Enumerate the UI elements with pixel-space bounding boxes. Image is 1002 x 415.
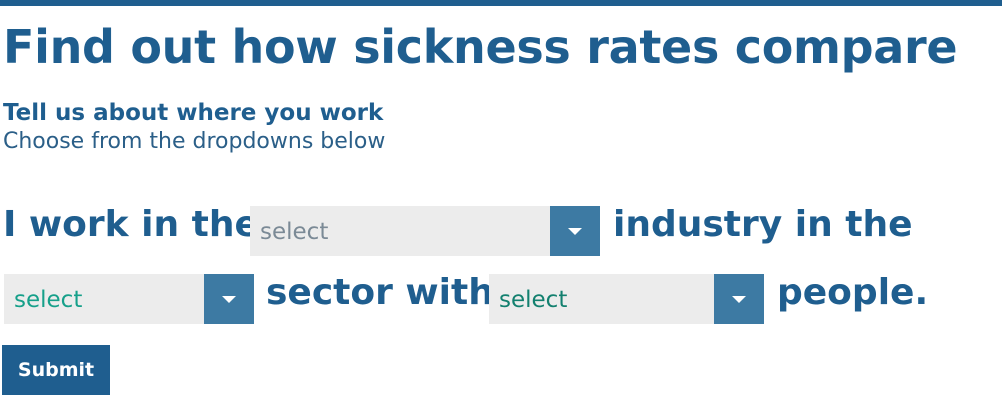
- sentence-text-people: people.: [777, 272, 929, 313]
- intro-subheading: Choose from the dropdowns below: [3, 129, 386, 154]
- size-select[interactable]: select: [489, 274, 764, 324]
- sector-select-value: select: [14, 287, 83, 313]
- chevron-down-icon: [222, 296, 236, 303]
- page-content: Find out how sickness rates compare Tell…: [3, 18, 998, 156]
- sentence-text-sector-with: sector with: [266, 272, 494, 313]
- size-select-value: select: [499, 287, 568, 313]
- intro-heading: Tell us about where you work: [3, 100, 384, 126]
- sector-select-toggle[interactable]: [204, 274, 254, 324]
- industry-select[interactable]: select: [250, 206, 600, 256]
- sector-select[interactable]: select: [4, 274, 254, 324]
- chevron-down-icon: [732, 296, 746, 303]
- chevron-down-icon: [568, 228, 582, 235]
- submit-button[interactable]: Submit: [2, 345, 110, 395]
- sentence-text-i-work-in-the: I work in the: [3, 204, 259, 245]
- size-select-toggle[interactable]: [714, 274, 764, 324]
- sentence-text-industry-in-the: industry in the: [613, 204, 913, 245]
- top-accent-bar: [0, 0, 1002, 6]
- page-title: Find out how sickness rates compare: [3, 20, 958, 74]
- industry-select-toggle[interactable]: [550, 206, 600, 256]
- industry-select-value: select: [260, 219, 329, 245]
